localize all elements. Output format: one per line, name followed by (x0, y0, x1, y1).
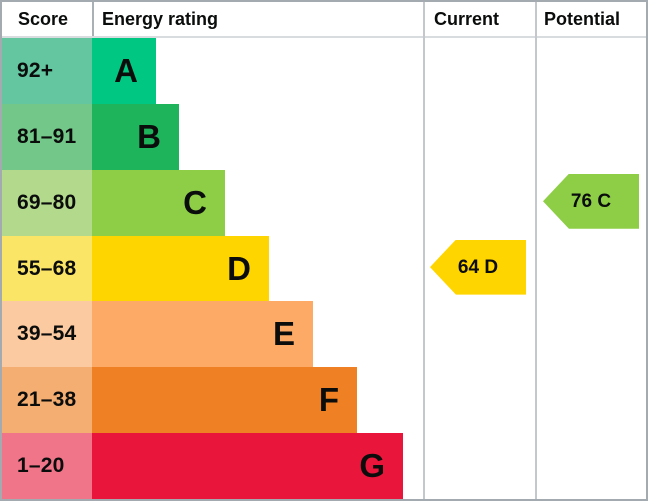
score-range-cell: 69–80 (2, 169, 92, 236)
band-row-e: 39–54 E (2, 301, 646, 368)
band-letter: F (318, 381, 339, 419)
band-bar-e: E (92, 301, 313, 368)
score-range-label: 92+ (17, 58, 54, 82)
band-bar-c: C (92, 169, 225, 236)
band-row-c: 69–80 C 76 C (2, 169, 646, 236)
band-bar-b: B (92, 103, 179, 170)
score-range-label: 69–80 (17, 190, 77, 214)
band-letter: A (114, 51, 138, 89)
potential-column-header: Potential (544, 9, 621, 29)
score-range-cell: 21–38 (2, 367, 92, 434)
current-column-divider (423, 2, 425, 499)
score-range-cell: 92+ (2, 38, 92, 104)
score-range-label: 81–91 (17, 124, 77, 148)
current-rating-arrow: 64 D (430, 239, 526, 295)
score-range-label: 1–20 (17, 454, 65, 478)
score-range-label: 21–38 (17, 388, 77, 412)
score-range-label: 55–68 (17, 256, 77, 280)
band-bar-f: F (92, 367, 357, 434)
band-letter: D (227, 249, 251, 287)
score-column-divider (92, 2, 94, 36)
current-column-header: Current (434, 9, 500, 29)
score-range-cell: 55–68 (2, 235, 92, 302)
score-range-cell: 1–20 (2, 433, 92, 499)
band-bar-a: A (92, 38, 156, 104)
band-row-a: 92+ A (2, 38, 646, 104)
band-bar-g: G (92, 433, 403, 499)
band-row-f: 21–38 F (2, 367, 646, 434)
potential-column-divider (535, 2, 537, 499)
score-range-cell: 81–91 (2, 103, 92, 170)
band-row-g: 1–20 G (2, 433, 646, 499)
band-letter: E (272, 315, 295, 353)
energy-rating-column-header: Energy rating (102, 9, 219, 29)
band-letter: B (137, 117, 161, 155)
band-letter: C (183, 183, 207, 221)
score-range-label: 39–54 (17, 322, 77, 346)
band-rows: 92+ A 81–91 B 69–80 C 76 C 55– (2, 38, 646, 499)
band-row-b: 81–91 B (2, 103, 646, 170)
potential-rating-arrow: 76 C (543, 173, 639, 229)
score-range-cell: 39–54 (2, 301, 92, 368)
chart-header: Score Energy rating Current Potential (2, 2, 646, 38)
band-bar-d: D (92, 235, 269, 302)
score-column-header: Score (18, 9, 69, 29)
band-row-d: 55–68 D 64 D (2, 235, 646, 302)
band-letter: G (359, 447, 385, 485)
